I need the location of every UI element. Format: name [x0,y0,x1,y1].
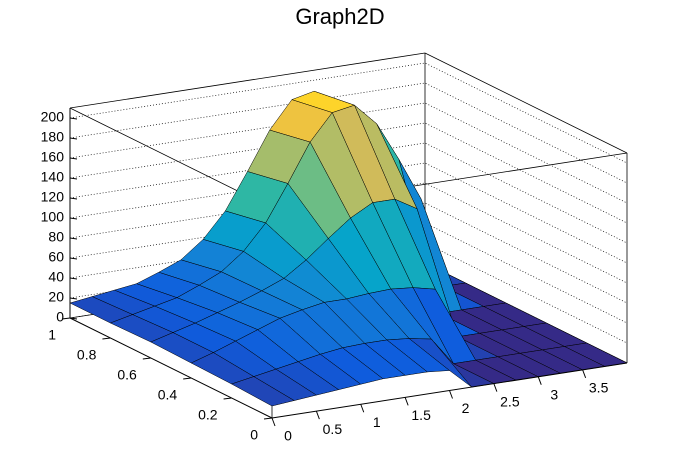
y-tick-label: 0.2 [198,407,218,423]
x-tick-label: 1.5 [411,407,431,423]
x-tick-label: 2 [462,400,470,416]
x-tick [449,390,453,399]
y-tick [223,397,232,400]
x-tick [404,397,409,406]
x-tick-label: 0.5 [323,421,343,437]
x-tick-label: 3 [550,386,558,402]
y-tick-label: 1 [48,327,56,343]
z-tick-label: 140 [41,169,65,185]
z-tick [69,117,78,120]
y-tick-label: 0.8 [77,347,97,363]
z-tick [69,197,78,200]
x-tick-label: 0 [284,428,292,444]
z-tick-label: 0 [56,309,64,325]
y-tick [61,317,71,320]
z-tick-label: 100 [41,209,65,225]
z-tick [69,297,78,300]
x-tick [315,410,320,420]
surface-cell [231,376,295,407]
x-tick-label: 1 [373,414,381,430]
z-tick-label: 180 [41,129,65,145]
box-edge [424,52,628,154]
x-tick [493,383,498,392]
x-tick [271,417,276,427]
y-axis [69,317,273,419]
z-tick-label: 120 [41,189,65,205]
y-tick-label: 0.4 [158,387,178,403]
z-tick [69,177,78,180]
z-tick-label: 40 [48,269,64,285]
z-tick [69,257,78,260]
box-edge [69,52,426,109]
z-tick [69,277,78,280]
z-tick [69,217,78,220]
z-tick [69,317,78,320]
chart-title: Graph2D [295,4,384,29]
y-tick-label: 0.6 [117,367,137,383]
z-tick [69,237,78,240]
x-tick-label: 2.5 [500,393,520,409]
z-tick-label: 60 [48,249,64,265]
z-tick-label: 80 [48,229,64,245]
z-tick-label: 160 [41,149,65,165]
x-tick [360,404,365,413]
y-tick [102,337,111,340]
z-tick [69,157,78,160]
x-tick-label: 3.5 [589,380,609,396]
z-tick-label: 200 [41,109,65,125]
y-tick-label: 0 [250,427,258,443]
y-tick [263,417,273,420]
z-tick-label: 20 [48,289,64,305]
y-tick [142,357,151,360]
y-tick [183,377,192,380]
z-tick [69,137,78,140]
x-tick [582,369,587,379]
x-tick [537,376,542,385]
